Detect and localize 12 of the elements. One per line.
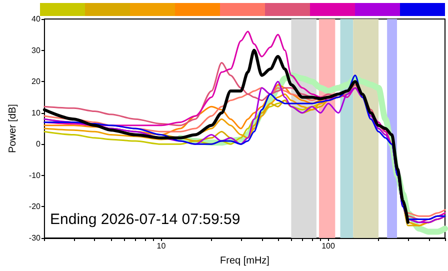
y-tick-label: 40 xyxy=(32,14,42,24)
y-tick-label: -20 xyxy=(28,202,42,212)
x-tick-label: 100 xyxy=(322,242,336,250)
y-tick-label: 20 xyxy=(32,77,42,86)
x-axis-title: Freq [mHz] xyxy=(220,256,270,266)
y-tick-label: -30 xyxy=(28,234,42,242)
y-tick-label: -10 xyxy=(28,170,42,180)
y-tick-label: 10 xyxy=(32,108,42,118)
annotation: Ending 2026-07-14 07:59:59 xyxy=(50,211,240,228)
y-tick-label: 0 xyxy=(36,140,42,149)
y-tick-label: 30 xyxy=(32,46,42,55)
y-axis-title: Power [dB] xyxy=(8,104,18,153)
